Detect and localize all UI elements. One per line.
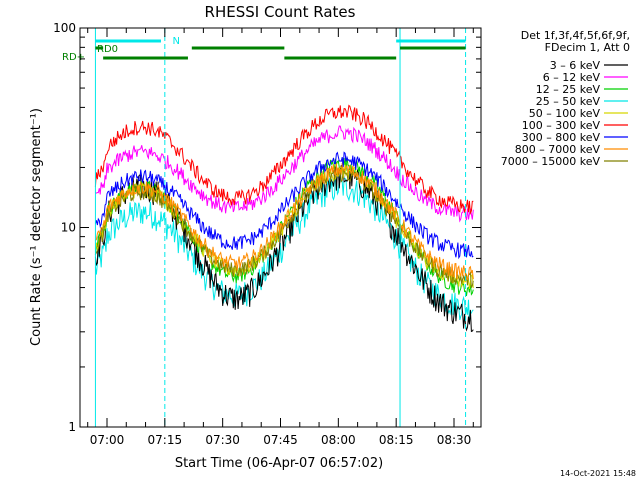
x-tick-label-3: 07:45 [263,433,298,447]
x-tick-label-1: 07:15 [148,433,183,447]
legend-label-0: 3 – 6 keV [550,59,601,72]
series-line-7 [95,163,474,281]
x-tick-label-6: 08:30 [437,433,472,447]
flag-label-N: N [173,36,180,47]
legend-label-6: 300 – 800 keV [522,131,601,144]
plot-layer: N RD0 RD+ [62,28,474,427]
series-line-3 [94,175,474,322]
legend-label-2: 12 – 25 keV [536,83,601,96]
y-tick-label-1: 10 [61,221,76,235]
timestamp: 14-Oct-2021 15:48 [560,469,636,478]
axis-layer: 1 10 100 07:00 07:15 07:30 07:45 08:00 08:15 08:3… [53,21,482,447]
legend-label-1: 6 – 12 keV [543,71,601,84]
x-tick-label-5: 08:15 [379,433,414,447]
x-tick-label-4: 08:00 [321,433,356,447]
legend-label-4: 50 – 100 keV [529,107,601,120]
legend-label-8: 7000 – 15000 keV [501,155,601,168]
series-line-5 [94,104,474,215]
flag-label-RD0: RD0 [97,44,118,55]
legend-label-3: 25 – 50 keV [536,95,601,108]
series-line-6 [94,151,474,260]
legend-label-7: 800 – 7000 keV [515,143,601,156]
x-axis-label: Start Time (06-Apr-07 06:57:02) [175,456,383,471]
x-tick-label-2: 07:30 [205,433,240,447]
legend-label-5: 100 – 300 keV [522,119,601,132]
y-tick-label-0: 1 [68,420,76,434]
legend-header-line-1: Det 1f,3f,4f,5f,6f,9f, [521,29,630,42]
x-tick-label-0: 07:00 [90,433,125,447]
y-tick-label-2: 100 [53,21,76,35]
flag-label-RD+: RD+ [62,52,85,63]
legend-header-line-2: FDecim 1, Att 0 [545,41,630,54]
chart-title: RHESSI Count Rates [205,3,356,21]
series-line-1 [95,125,474,223]
y-axis-label: Count Rate (s⁻¹ detector segment⁻¹) [29,108,44,346]
